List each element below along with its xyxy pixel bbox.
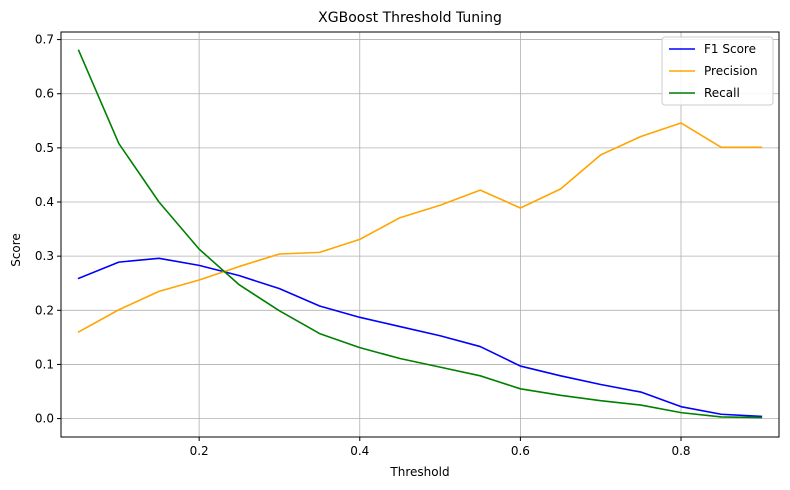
x-tick-label: 0.2: [190, 444, 209, 458]
y-tick-label: 0.0: [35, 412, 54, 426]
series-line-recall: [77, 49, 763, 419]
legend-label: Recall: [704, 86, 740, 100]
plot-frame: [60, 31, 780, 438]
x-tick-label: 0.6: [511, 444, 530, 458]
legend-label: F1 Score: [704, 42, 756, 56]
y-tick-label: 0.3: [35, 249, 54, 263]
legend-label: Precision: [704, 64, 758, 78]
legend: F1 Score Precision Recall: [661, 36, 774, 106]
x-tick-label: 0.4: [350, 444, 369, 458]
y-axis-label: Score: [9, 233, 23, 267]
series-lines: [77, 49, 763, 419]
chart-title: XGBoost Threshold Tuning: [318, 10, 502, 26]
axis-ticks: 0.2 0.4 0.6 0.8 0.0 0.1 0.2 0.3 0.4 0.5 0.6 0.7: [35, 33, 691, 458]
y-tick-label: 0.2: [35, 303, 54, 317]
y-tick-label: 0.5: [35, 141, 54, 155]
legend-box: [661, 36, 774, 106]
y-tick-label: 0.1: [35, 357, 54, 371]
series-line-precision: [77, 122, 763, 334]
x-axis-label: Threshold: [389, 465, 449, 479]
x-tick-label: 0.8: [671, 444, 690, 458]
y-tick-label: 0.4: [35, 195, 54, 209]
series-line-f1-score: [77, 257, 763, 418]
grid: [61, 32, 779, 437]
y-tick-label: 0.7: [35, 33, 54, 47]
y-tick-label: 0.6: [35, 87, 54, 101]
